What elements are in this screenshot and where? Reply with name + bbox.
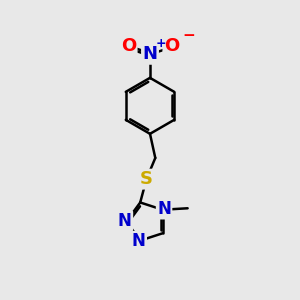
Text: N: N: [142, 45, 158, 63]
Text: −: −: [182, 28, 195, 43]
Text: N: N: [157, 200, 171, 218]
Text: N: N: [118, 212, 132, 230]
Text: O: O: [164, 38, 179, 56]
Text: O: O: [121, 38, 136, 56]
Text: N: N: [132, 232, 146, 250]
Text: S: S: [140, 170, 153, 188]
Text: +: +: [156, 37, 166, 50]
